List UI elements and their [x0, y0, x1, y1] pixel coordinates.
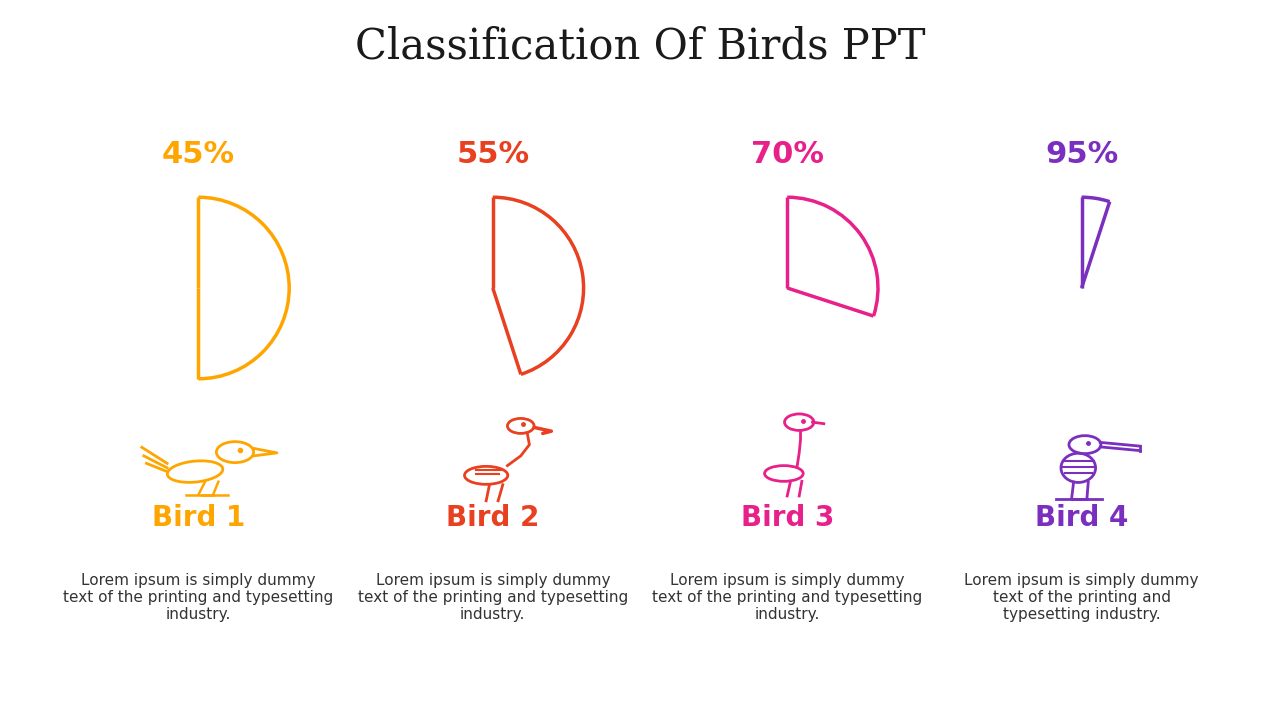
Text: 95%: 95% — [1044, 140, 1119, 169]
Text: Bird 4: Bird 4 — [1036, 505, 1128, 532]
Text: Classification Of Birds PPT: Classification Of Birds PPT — [355, 26, 925, 68]
Text: Lorem ipsum is simply dummy
text of the printing and typesetting
industry.: Lorem ipsum is simply dummy text of the … — [652, 572, 923, 623]
Text: Lorem ipsum is simply dummy
text of the printing and
typesetting industry.: Lorem ipsum is simply dummy text of the … — [964, 572, 1199, 623]
Text: 45%: 45% — [161, 140, 236, 169]
Text: Bird 1: Bird 1 — [152, 505, 244, 532]
Text: 55%: 55% — [456, 140, 530, 169]
Text: Bird 3: Bird 3 — [741, 505, 833, 532]
Text: 70%: 70% — [750, 140, 824, 169]
Text: Lorem ipsum is simply dummy
text of the printing and typesetting
industry.: Lorem ipsum is simply dummy text of the … — [63, 572, 334, 623]
Text: Bird 2: Bird 2 — [447, 505, 539, 532]
Text: Lorem ipsum is simply dummy
text of the printing and typesetting
industry.: Lorem ipsum is simply dummy text of the … — [357, 572, 628, 623]
